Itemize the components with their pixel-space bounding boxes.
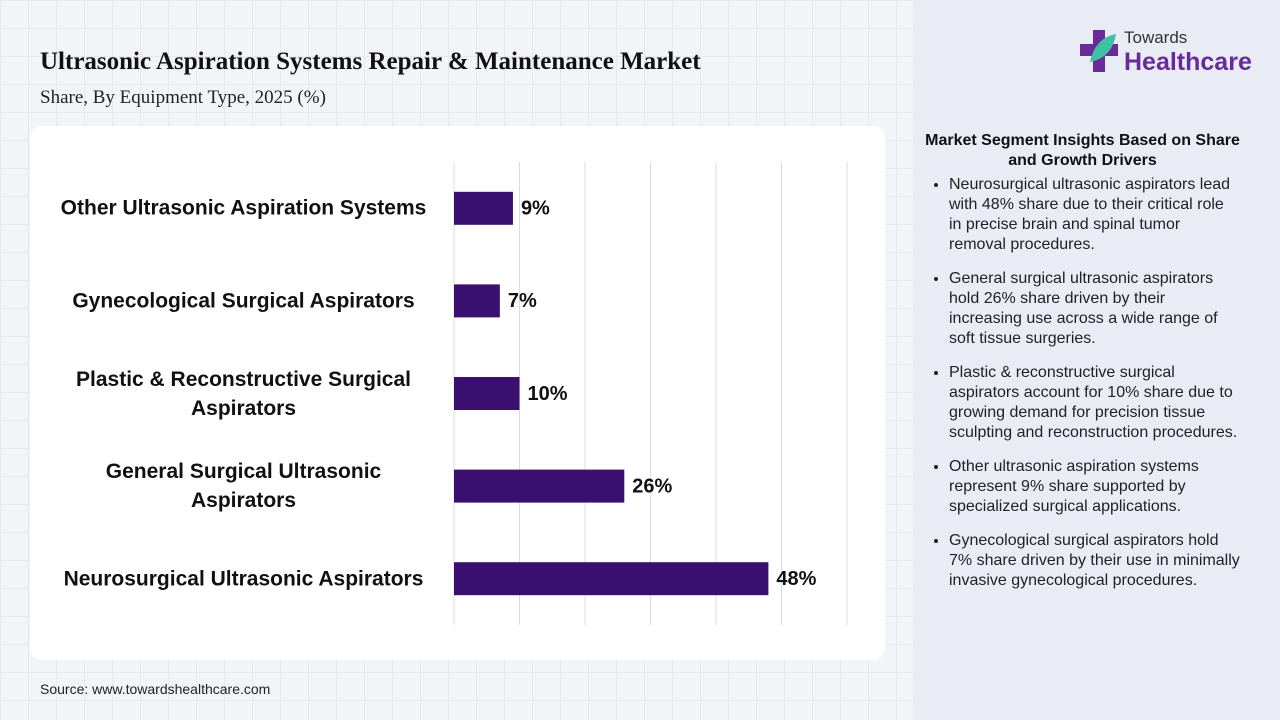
data-label: 9% (521, 198, 550, 220)
insights-panel (913, 0, 1280, 720)
insights-list: Neurosurgical ultrasonic aspirators lead… (925, 175, 1240, 605)
data-label: 26% (632, 475, 672, 497)
source: Source: www.towardshealthcare.com (40, 681, 271, 697)
y-tick-label: Neurosurgical Ultrasonic Aspirators (63, 567, 424, 591)
brand-line2: Healthcare (1124, 48, 1252, 76)
chart-subtitle: Share, By Equipment Type, 2025 (%) (40, 87, 326, 108)
brand-line1: Towards (1124, 28, 1188, 47)
y-tick-label: General Surgical Ultrasonic Aspirators (105, 460, 382, 513)
brand-icon (1080, 30, 1118, 72)
y-tick-label: Gynecological Surgical Aspirators (72, 289, 415, 313)
insight-item: Other ultrasonic aspiration systems repr… (949, 457, 1240, 517)
y-tick-label: Other Ultrasonic Aspiration Systems (60, 196, 427, 220)
bar (454, 562, 769, 596)
insight-item: Plastic & reconstructive surgical aspira… (949, 363, 1240, 443)
bar (454, 377, 520, 410)
data-label: 10% (528, 383, 568, 405)
insight-item: Neurosurgical ultrasonic aspirators lead… (949, 175, 1240, 255)
data-label: 7% (508, 290, 537, 312)
bar (454, 284, 500, 318)
bar (454, 469, 625, 503)
insight-item: General surgical ultrasonic aspirators h… (949, 269, 1240, 349)
y-tick-label: Plastic & Reconstructive Surgical Aspira… (76, 367, 411, 420)
insight-item: Gynecological surgical aspirators hold 7… (949, 531, 1240, 591)
insights-title: Market Segment Insights Based on Share a… (925, 132, 1240, 169)
data-label: 48% (776, 568, 816, 590)
bar (454, 191, 513, 225)
chart-title: Ultrasonic Aspiration Systems Repair & M… (40, 48, 701, 75)
